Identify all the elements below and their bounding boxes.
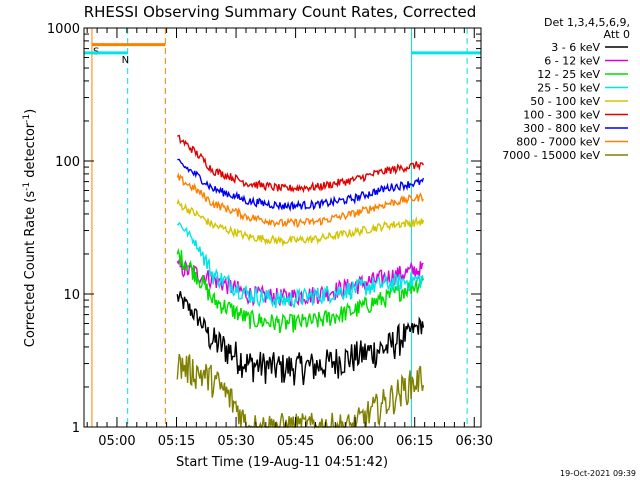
series-line-2 [176,247,425,334]
y-axis-title-sup2: -1 [22,114,32,123]
legend-label-6: 300 - 800 keV [523,122,600,135]
legend-header-line2: Att 0 [604,28,630,41]
x-tick-label: 05:15 [158,434,195,449]
legend-label-5: 100 - 300 keV [523,109,600,122]
legend-label-0: 3 - 6 keV [551,41,600,54]
y-axis-title-end: ) [23,109,38,114]
legend-label-7: 800 - 7000 keV [516,136,600,149]
y-axis-title-mid: detector [23,122,38,182]
y-tick-label: 1 [72,421,80,436]
y-tick-label: 1000 [47,22,80,37]
series-line-4 [176,198,425,248]
x-tick-label: 05:45 [277,434,314,449]
y-axis-title: Corrected Count Rate (s-1 detector-1) [22,109,38,347]
series-line-7 [176,172,424,228]
x-tick-label: 06:30 [456,434,493,449]
flag-label-N: N [122,55,129,66]
x-tick-label: 05:30 [217,434,254,449]
y-axis-title-sup1: -1 [22,182,32,191]
legend-header-line1: Det 1,3,4,5,6,9, [544,16,630,29]
y-tick-label: 10 [63,288,80,303]
x-tick-label: 06:15 [396,434,433,449]
x-axis-title: Start Time (19-Aug-11 04:51:42) [176,455,388,470]
generation-timestamp: 19-Oct-2021 09:39 [560,469,636,478]
legend-label-2: 12 - 25 keV [537,68,600,81]
legend-label-3: 25 - 50 keV [537,82,600,95]
legend-label-1: 6 - 12 keV [544,55,600,68]
legend-label-8: 7000 - 15000 keV [502,149,600,162]
x-tick-label: 05:00 [98,434,135,449]
axes: 1 10 100 1000 05:00 05:15 05:30 05:45 06:00 06:15… [47,22,493,449]
x-tick-label: 06:00 [336,434,373,449]
series-line-5 [176,134,425,194]
series-line-0 [176,291,425,386]
y-axis-title-main: Corrected Count Rate (s [23,191,38,348]
legend-label-4: 50 - 100 keV [530,95,600,108]
series-line-8 [176,353,425,430]
y-tick-label: 100 [55,155,80,170]
plot-area: SN [84,28,481,430]
series-line-6 [177,158,425,213]
plot-frame [83,27,482,428]
series-line-3 [177,221,425,308]
chart-title: RHESSI Observing Summary Count Rates, Co… [84,3,477,21]
